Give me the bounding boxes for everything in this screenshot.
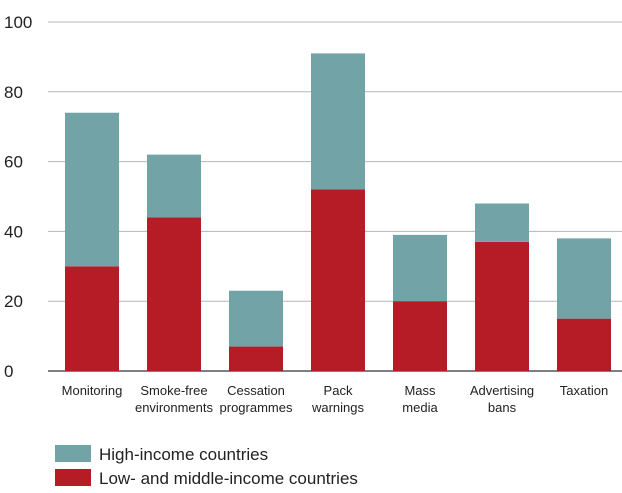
legend-swatch — [55, 445, 91, 462]
bar-low-middle-income — [147, 217, 201, 371]
bar-low-middle-income — [65, 266, 119, 371]
x-tick-label: warnings — [311, 400, 365, 415]
y-tick-label: 0 — [4, 362, 13, 381]
bar-low-middle-income — [311, 189, 365, 371]
x-tick-label: media — [402, 400, 438, 415]
bar-high-income — [475, 203, 529, 242]
bar-high-income — [65, 112, 119, 267]
x-tick-label: bans — [488, 400, 517, 415]
bar-low-middle-income — [393, 301, 447, 371]
legend-label: Low- and middle-income countries — [99, 469, 358, 488]
bar-high-income — [147, 154, 201, 218]
bar-low-middle-income — [557, 318, 611, 371]
x-tick-label: Pack — [324, 383, 353, 398]
x-tick-label: Advertising — [470, 383, 534, 398]
legend-swatch — [55, 469, 91, 486]
bar-high-income — [229, 290, 283, 347]
y-tick-label: 40 — [4, 222, 23, 241]
y-tick-label: 20 — [4, 292, 23, 311]
x-tick-label: Smoke-free — [140, 383, 207, 398]
bars — [65, 53, 611, 371]
y-tick-label: 60 — [4, 153, 23, 172]
x-tick-label: Cessation — [227, 383, 285, 398]
x-tick-label: Mass — [404, 383, 436, 398]
x-tick-label: Monitoring — [62, 383, 123, 398]
legend-label: High-income countries — [99, 445, 268, 464]
x-tick-label: environments — [135, 400, 214, 415]
bar-high-income — [311, 53, 365, 190]
y-tick-label: 80 — [4, 83, 23, 102]
y-tick-label: 100 — [4, 13, 32, 32]
bar-high-income — [393, 234, 447, 302]
x-tick-label: Taxation — [560, 383, 608, 398]
bar-low-middle-income — [475, 241, 529, 371]
legend: High-income countries Low- and middle-inc… — [55, 445, 358, 488]
axes: 0 20 40 60 80 100 Monitoring Smoke-free environm… — [4, 13, 608, 415]
x-tick-label: programmes — [220, 400, 293, 415]
bar-high-income — [557, 238, 611, 319]
bar-low-middle-income — [229, 346, 283, 371]
